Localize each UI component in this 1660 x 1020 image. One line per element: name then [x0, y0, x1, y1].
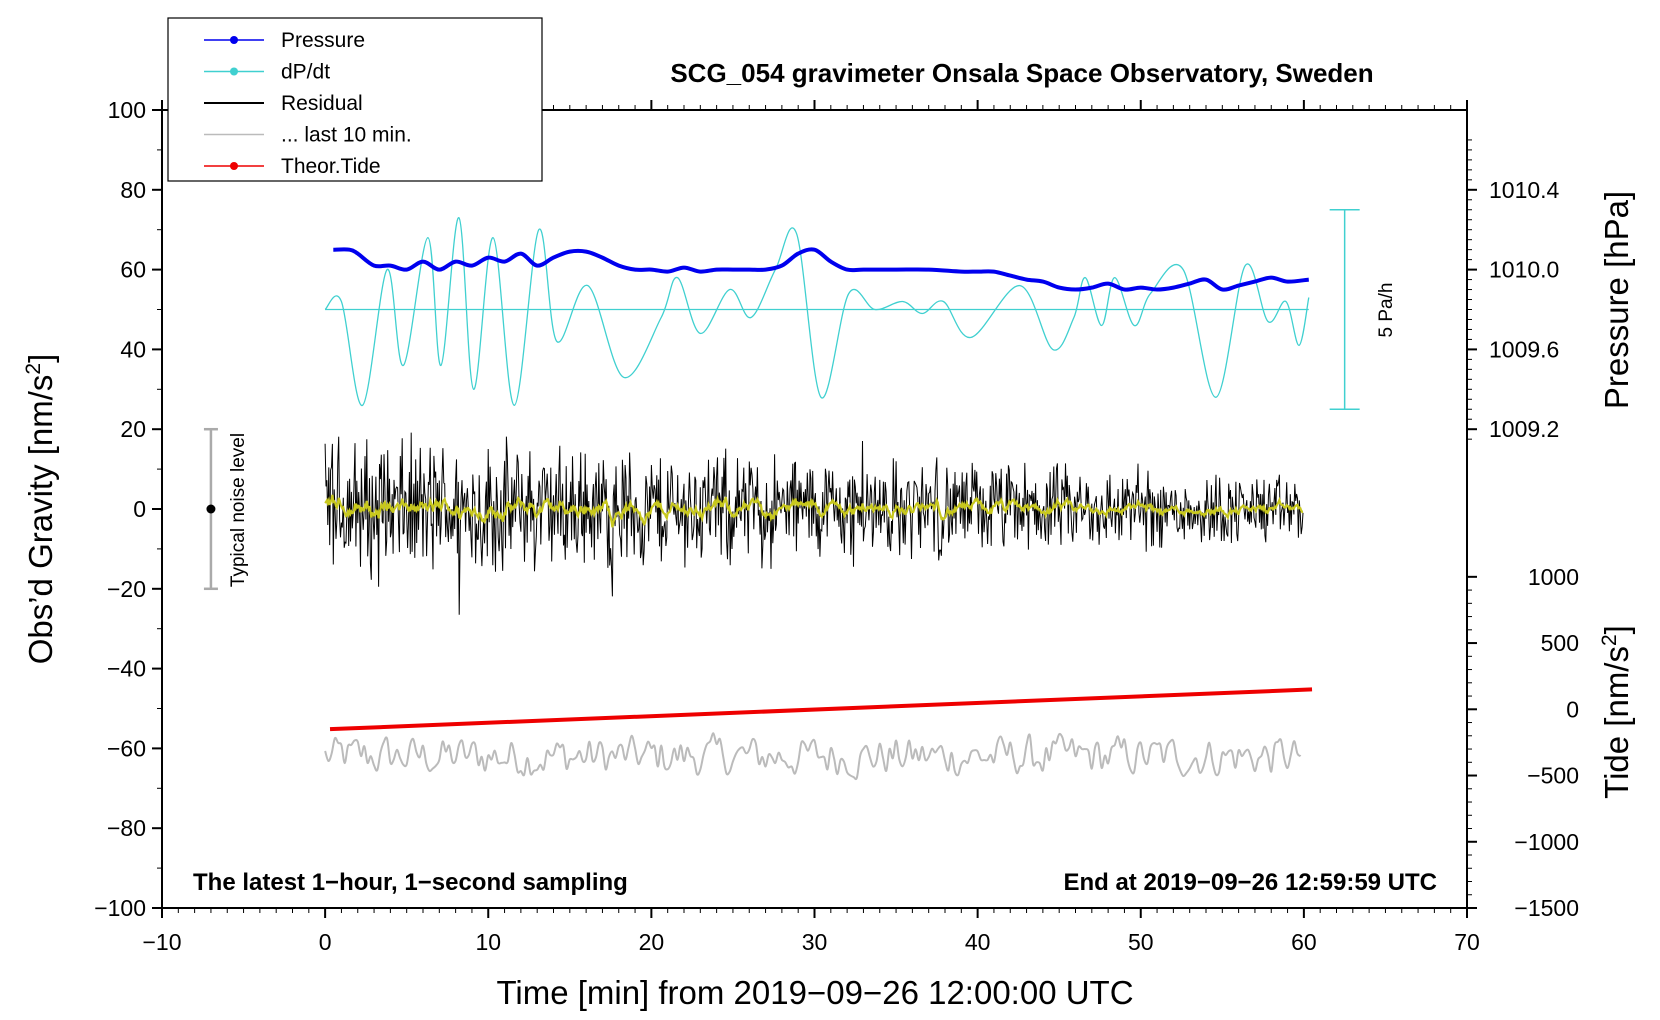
y-tick-label: 60 [120, 257, 146, 283]
y-tick-label: 100 [108, 97, 146, 123]
y-tick-label: −60 [107, 735, 146, 761]
dpdt-line [324, 217, 1310, 406]
tide-line [329, 687, 1313, 732]
annotation-sampling: The latest 1−hour, 1−second sampling [193, 869, 628, 896]
y-tick-label: 40 [120, 336, 146, 362]
legend-swatch-marker [230, 162, 238, 170]
legend-label: ... last 10 min. [281, 124, 412, 147]
x-tick-label: 30 [802, 929, 828, 955]
theoretical-tide-series [329, 687, 1313, 732]
y-tick-label: −100 [94, 895, 146, 921]
y-axis-tide-title: Tide [nm/s2] [1598, 625, 1635, 799]
y-left-title-end: ] [22, 354, 59, 363]
residual-line [324, 432, 1304, 615]
x-tick-label: 20 [639, 929, 665, 955]
residual-series [324, 432, 1304, 615]
tide-tick-label: −500 [1527, 763, 1579, 789]
tide-title-main: Tide [nm/s [1598, 646, 1635, 799]
noise-bar-center-dot [206, 504, 216, 514]
y-tick-label: −40 [107, 656, 146, 682]
legend-box [167, 17, 543, 182]
y-tick-label: 0 [133, 496, 146, 522]
x-tick-label: 70 [1454, 929, 1480, 955]
chart-title: SCG_054 gravimeter Onsala Space Observat… [670, 58, 1373, 88]
annotation-end-time: End at 2019−09−26 12:59:59 UTC [1063, 869, 1437, 896]
legend-swatch-marker [230, 67, 238, 76]
tide-title-end: ] [1598, 625, 1635, 634]
legend-label: Residual [281, 92, 363, 115]
y-left-title-main: Obs’d Gravity [nm/s [22, 375, 59, 665]
y-tick-label: −20 [107, 576, 146, 602]
pressure-tick-label: 1010.4 [1489, 177, 1560, 203]
dpdt-series [324, 217, 1310, 406]
pressure-tick-label: 1009.6 [1489, 336, 1559, 362]
last-10-min-series [324, 732, 1302, 781]
legend-label: dP/dt [281, 61, 330, 84]
x-axis: −10 0 10 20 30 40 50 60 70 [142, 100, 1480, 955]
tide-tick-label: −1500 [1514, 895, 1579, 921]
x-tick-label: 60 [1291, 929, 1317, 955]
pressure-tick-label: 1010.0 [1489, 257, 1559, 283]
legend-label: Pressure [281, 29, 365, 52]
y-tick-label: 80 [120, 177, 146, 203]
x-tick-label: 40 [965, 929, 991, 955]
legend-swatch-marker [230, 36, 238, 44]
y-tick-label: 20 [120, 416, 146, 442]
pressure-line [333, 247, 1310, 292]
legend: Pressure dP/dt Residual ... last 10 min. The… [167, 17, 543, 182]
last-10-min-line [324, 732, 1302, 781]
x-tick-label: 10 [475, 929, 501, 955]
y-axis-left-title: Obs’d Gravity [nm/s2] [22, 354, 59, 665]
tide-tick-label: 500 [1541, 630, 1579, 656]
y-left-title-sup: 2 [22, 363, 45, 375]
noise-level-bar [203, 427, 218, 591]
y-axis-pressure-title: Pressure [hPa] [1598, 191, 1635, 409]
y-tick-label: −80 [107, 815, 146, 841]
pressure-tick-label: 1009.2 [1489, 416, 1559, 442]
legend-label: Theor.Tide [281, 155, 381, 178]
x-axis-title: Time [min] from 2019−09−26 12:00:00 UTC [496, 974, 1133, 1011]
x-tick-label: 0 [319, 929, 332, 955]
x-tick-label: 50 [1128, 929, 1154, 955]
tide-title-sup: 2 [1598, 634, 1621, 646]
tide-tick-label: 0 [1566, 696, 1579, 722]
y-axis-right: 1010.4 1010.0 1009.6 1009.2 1000 500 0 −500 −100… [1467, 139, 1579, 921]
residual-smoothed-line [324, 494, 1304, 528]
tide-tick-label: −1000 [1514, 829, 1579, 855]
y-axis-left: 100 80 60 40 20 0 −20 −40 −60 −80 −100 [94, 97, 162, 921]
dpdt-scale-label: 5 Pa/h [1376, 283, 1397, 338]
pressure-series [333, 247, 1310, 292]
tide-tick-label: 1000 [1528, 564, 1579, 590]
noise-level-label: Typical noise level [228, 433, 249, 587]
x-tick-label: −10 [142, 929, 181, 955]
dpdt-scale-bar [1329, 209, 1360, 410]
